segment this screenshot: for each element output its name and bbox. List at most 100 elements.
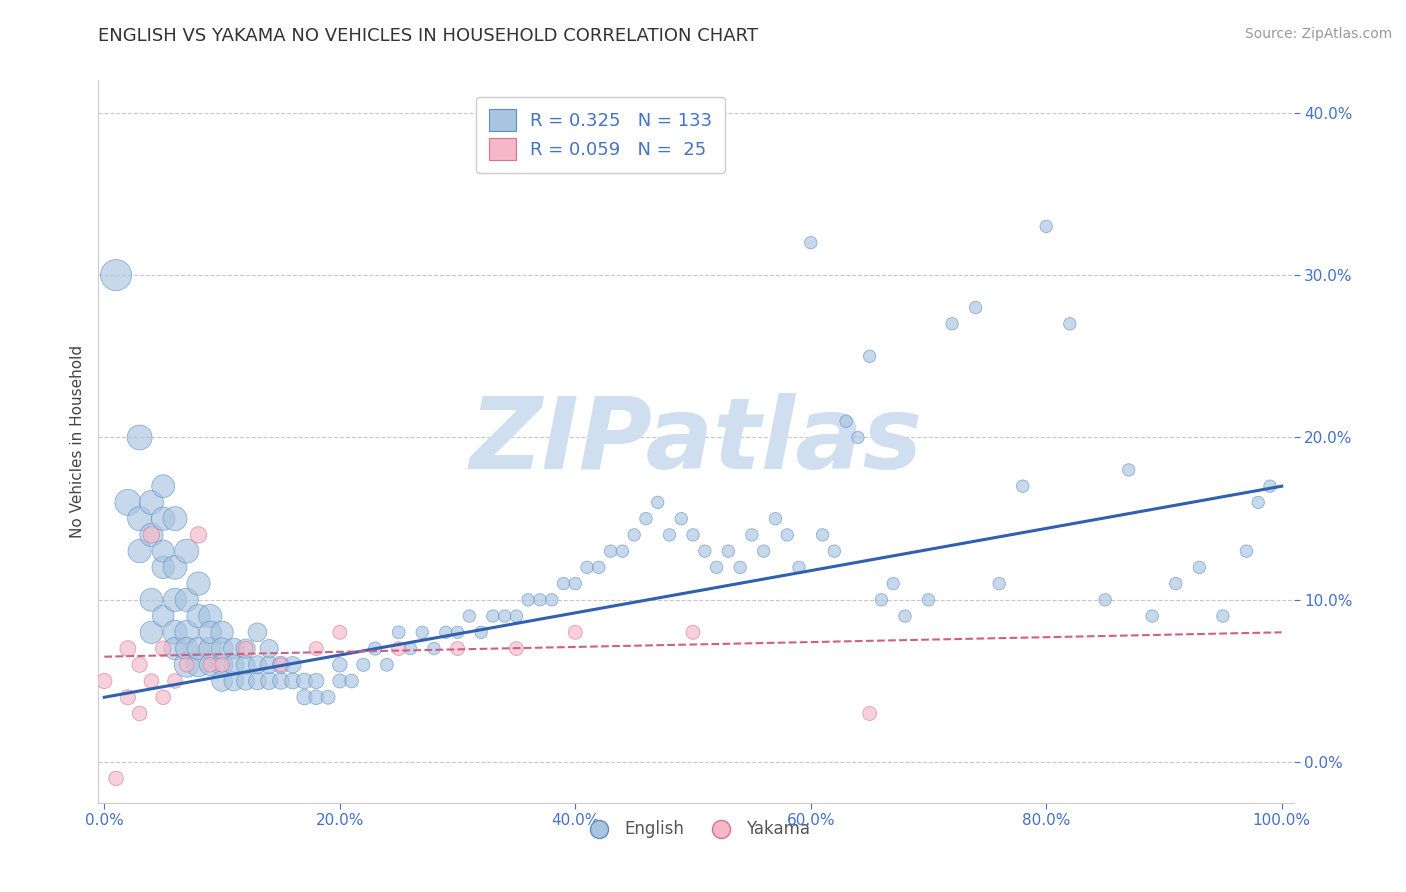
Point [540,592,562,607]
Point [294,690,316,705]
Point [187,641,209,656]
Point [128,544,150,558]
Point [187,609,209,624]
Point [411,625,433,640]
Point [257,657,280,672]
Point [152,641,174,656]
Point [222,673,245,688]
Point [200,657,222,672]
Point [329,657,352,672]
Point [634,511,657,525]
Point [163,673,186,688]
Point [682,625,704,640]
Point [141,528,163,542]
Point [728,560,751,574]
Point [1247,495,1270,509]
Point [152,560,174,574]
Point [211,657,233,672]
Text: ENGLISH VS YAKAMA NO VEHICLES IN HOUSEHOLD CORRELATION CHART: ENGLISH VS YAKAMA NO VEHICLES IN HOUSEHO… [98,27,758,45]
Point [564,625,586,640]
Point [553,576,575,591]
Point [882,576,904,591]
Point [281,673,304,688]
Legend: English, Yakama: English, Yakama [575,814,817,845]
Point [823,544,845,558]
Point [211,625,233,640]
Point [128,657,150,672]
Point [340,673,363,688]
Point [211,641,233,656]
Point [1188,560,1211,574]
Point [329,673,352,688]
Point [200,657,222,672]
Point [446,641,468,656]
Point [800,235,823,250]
Point [176,592,198,607]
Point [187,657,209,672]
Point [965,301,987,315]
Point [281,657,304,672]
Point [187,528,209,542]
Point [599,544,621,558]
Point [152,479,174,493]
Point [163,592,186,607]
Point [105,268,128,282]
Point [305,673,328,688]
Point [787,560,810,574]
Point [529,592,551,607]
Point [423,641,446,656]
Point [505,609,527,624]
Point [141,528,163,542]
Point [163,625,186,640]
Point [163,511,186,525]
Point [152,690,174,705]
Point [163,641,186,656]
Point [388,641,411,656]
Point [494,609,516,624]
Point [434,625,457,640]
Point [482,609,505,624]
Point [941,317,963,331]
Point [176,625,198,640]
Point [152,511,174,525]
Point [176,641,198,656]
Point [894,609,917,624]
Point [517,592,540,607]
Point [128,430,150,444]
Point [329,625,352,640]
Point [693,544,716,558]
Point [305,641,328,656]
Point [352,657,374,672]
Point [235,641,257,656]
Point [211,657,233,672]
Point [835,414,858,428]
Point [200,641,222,656]
Point [682,528,704,542]
Point [270,657,292,672]
Point [1142,609,1164,624]
Point [235,673,257,688]
Point [257,641,280,656]
Point [176,657,198,672]
Point [388,625,411,640]
Point [200,625,222,640]
Point [152,544,174,558]
Point [1118,463,1140,477]
Y-axis label: No Vehicles in Household: No Vehicles in Household [69,345,84,538]
Text: Source: ZipAtlas.com: Source: ZipAtlas.com [1244,27,1392,41]
Point [1011,479,1033,493]
Point [128,706,150,721]
Point [870,592,893,607]
Point [1035,219,1057,234]
Point [658,528,681,542]
Point [717,544,740,558]
Point [305,690,328,705]
Point [141,592,163,607]
Point [988,576,1011,591]
Point [270,673,292,688]
Point [612,544,634,558]
Point [647,495,669,509]
Point [752,544,775,558]
Point [741,528,763,542]
Point [576,560,599,574]
